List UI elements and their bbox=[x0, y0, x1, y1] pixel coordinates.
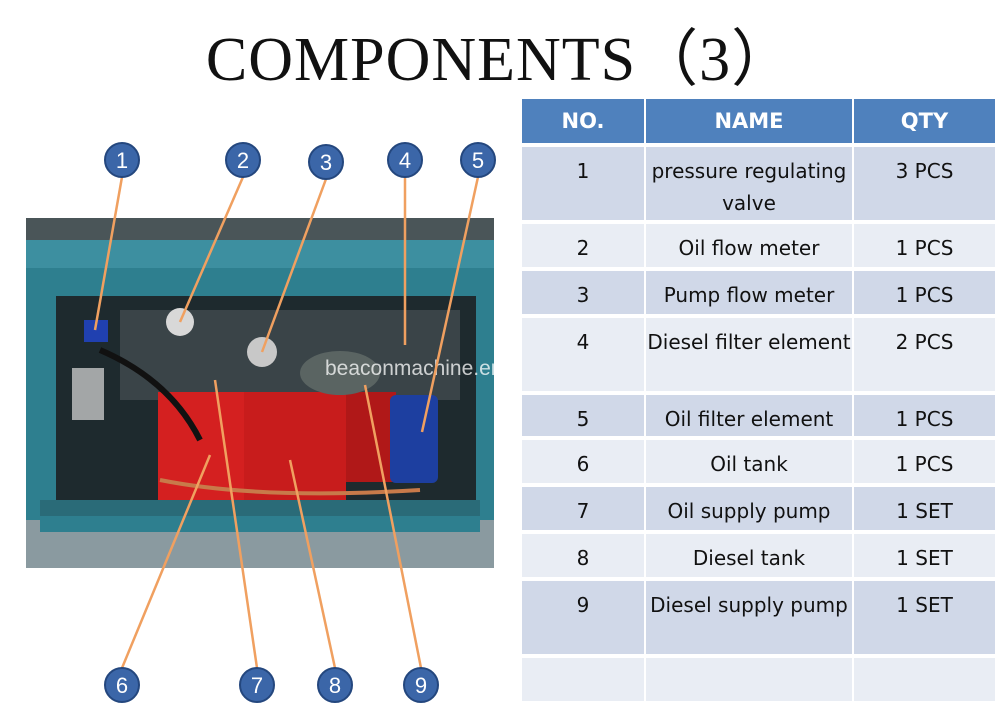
callout-7: 7 bbox=[239, 667, 275, 703]
cell-no: 1 bbox=[522, 147, 644, 220]
cell-name: Oil supply pump bbox=[646, 487, 852, 530]
empty-cell bbox=[522, 658, 644, 701]
cell-qty: 1 PCS bbox=[854, 271, 995, 314]
cell-name: pressure regulating valve bbox=[646, 147, 852, 220]
table-row: 5 Oil filter element 1 PCS bbox=[522, 395, 995, 436]
cell-qty: 1 PCS bbox=[854, 395, 995, 436]
svg-text:8: 8 bbox=[329, 673, 341, 698]
cell-qty: 1 PCS bbox=[854, 224, 995, 267]
svg-text:1: 1 bbox=[116, 148, 128, 173]
table-header: NO. NAME QTY bbox=[522, 99, 995, 143]
svg-text:2: 2 bbox=[237, 148, 249, 173]
cell-no: 4 bbox=[522, 318, 644, 391]
callout-5: 5 bbox=[460, 142, 496, 178]
cell-name: Diesel supply pump bbox=[646, 581, 852, 654]
svg-text:6: 6 bbox=[116, 673, 128, 698]
table-row: 2 Oil flow meter 1 PCS bbox=[522, 224, 995, 267]
cell-qty: 1 PCS bbox=[854, 440, 995, 483]
svg-text:7: 7 bbox=[251, 673, 263, 698]
cell-qty: 1 SET bbox=[854, 487, 995, 530]
table-row: 4 Diesel filter element 2 PCS bbox=[522, 318, 995, 391]
callout-markers: 1 2 3 4 5 6 7 8 9 bbox=[104, 142, 496, 703]
table-row: 1 pressure regulating valve 3 PCS bbox=[522, 147, 995, 220]
cell-qty: 1 SET bbox=[854, 534, 995, 577]
cell-qty: 3 PCS bbox=[854, 147, 995, 220]
empty-cell bbox=[854, 658, 995, 701]
cell-qty: 1 SET bbox=[854, 581, 995, 654]
cell-name: Oil tank bbox=[646, 440, 852, 483]
cell-no: 6 bbox=[522, 440, 644, 483]
watermark: beaconmachine.en.alibaba.com bbox=[325, 357, 520, 380]
callout-3: 3 bbox=[308, 144, 344, 180]
header-name: NAME bbox=[646, 99, 852, 143]
table-row: 6 Oil tank 1 PCS bbox=[522, 440, 995, 483]
cell-name: Diesel filter element bbox=[646, 318, 852, 391]
page-title: COMPONENTS（3） bbox=[205, 26, 795, 94]
machine-photo: beaconmachine.en.alibaba.com 1 2 3 4 5 6… bbox=[26, 142, 520, 703]
cell-no: 2 bbox=[522, 224, 644, 267]
svg-text:3: 3 bbox=[320, 150, 332, 175]
cell-no: 7 bbox=[522, 487, 644, 530]
table-row: 7 Oil supply pump 1 SET bbox=[522, 487, 995, 530]
svg-text:9: 9 bbox=[415, 673, 427, 698]
cell-name: Oil flow meter bbox=[646, 224, 852, 267]
cell-no: 9 bbox=[522, 581, 644, 654]
table-row: 8 Diesel tank 1 SET bbox=[522, 534, 995, 577]
cell-name: Oil filter element bbox=[646, 395, 852, 436]
empty-cell bbox=[646, 658, 852, 701]
svg-text:5: 5 bbox=[472, 148, 484, 173]
cell-qty: 2 PCS bbox=[854, 318, 995, 391]
callout-8: 8 bbox=[317, 667, 353, 703]
cell-no: 3 bbox=[522, 271, 644, 314]
components-table: NO. NAME QTY 1 pressure regulating valve 3… bbox=[520, 95, 997, 705]
table-row: 3 Pump flow meter 1 PCS bbox=[522, 271, 995, 314]
table-row: 9 Diesel supply pump 1 SET bbox=[522, 581, 995, 654]
svg-text:4: 4 bbox=[399, 148, 411, 173]
header-no: NO. bbox=[522, 99, 644, 143]
callout-9: 9 bbox=[403, 667, 439, 703]
cell-name: Diesel tank bbox=[646, 534, 852, 577]
header-qty: QTY bbox=[854, 99, 995, 143]
callout-1: 1 bbox=[104, 142, 140, 178]
table-row-empty bbox=[522, 658, 995, 701]
callout-4: 4 bbox=[387, 142, 423, 178]
cell-no: 8 bbox=[522, 534, 644, 577]
callout-2: 2 bbox=[225, 142, 261, 178]
cell-name: Pump flow meter bbox=[646, 271, 852, 314]
callout-6: 6 bbox=[104, 667, 140, 703]
cell-no: 5 bbox=[522, 395, 644, 436]
